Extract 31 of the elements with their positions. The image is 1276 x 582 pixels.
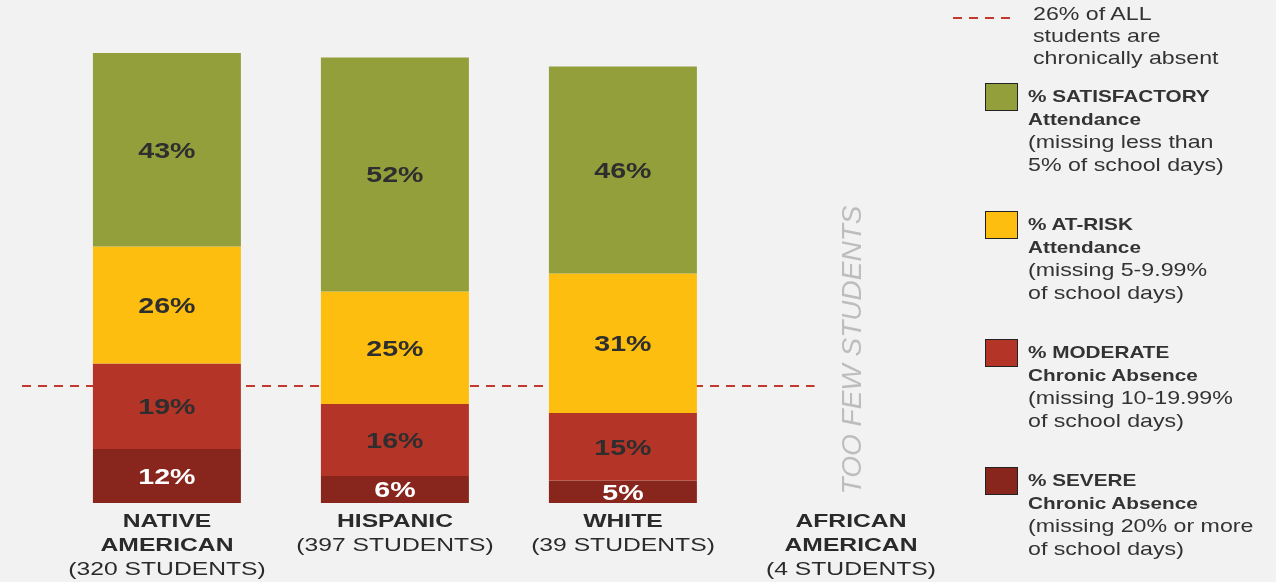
data-label: 43% [138,137,196,162]
x-tick-label: AFRICAN AMERICAN (4 STUDENTS) [765,509,937,580]
legend-label: 26% of ALL students are chronically absent [1033,3,1219,69]
data-label: 52% [366,162,424,187]
data-label: 15% [594,434,652,459]
legend-label: % AT-RISK Attendance (missing 5-9.99% of school days) [1028,214,1208,304]
bar [320,291,469,404]
data-label: 25% [366,335,424,360]
data-label: 31% [594,331,652,356]
bar [548,413,697,481]
bar [320,57,469,292]
bar [548,273,697,413]
bar [320,404,469,476]
data-label: 5% [602,479,644,504]
legend-label: % MODERATE Chronic Absence (missing 10-19.99% of school days) [1028,342,1233,432]
bar [548,66,697,274]
bar [92,449,241,503]
data-label: 16% [366,427,424,453]
legend-label: % SATISFACTORY Attendance (missing less than 5% of school days) [1028,86,1224,176]
x-tick-label: HISPANIC (397 STUDENTS) [296,509,494,556]
data-label: 26% [138,292,196,318]
x-tick-label: WHITE (39 STUDENTS) [531,509,715,556]
data-label: 46% [594,157,652,183]
legend-label: % SEVERE Chronic Absence (missing 20% or more of school days) [1028,470,1254,560]
bar [92,246,241,364]
x-tick-label: NATIVE AMERICAN (320 STUDENTS) [68,509,266,580]
data-label: 6% [374,477,416,502]
data-label: 19% [138,394,196,419]
bar [92,53,241,247]
data-label: 12% [138,463,196,489]
bar [320,476,469,503]
